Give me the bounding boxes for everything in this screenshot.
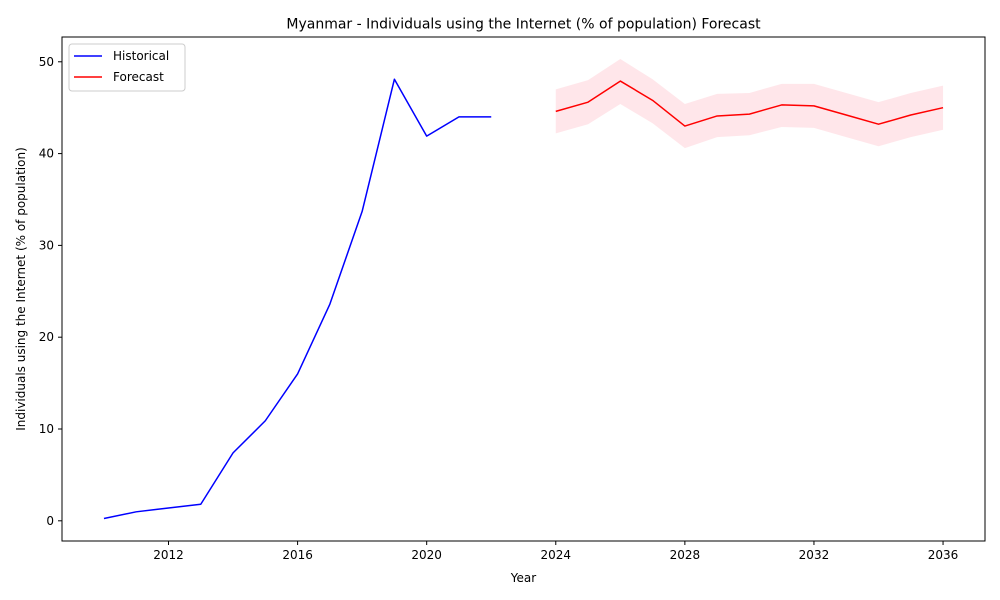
chart-title: Myanmar - Individuals using the Internet… bbox=[286, 17, 761, 33]
y-tick-label: 0 bbox=[46, 514, 54, 528]
x-axis-label: Year bbox=[510, 571, 536, 585]
y-tick-label: 20 bbox=[39, 330, 54, 344]
y-axis-label: Individuals using the Internet (% of pop… bbox=[14, 147, 28, 431]
y-tick-label: 40 bbox=[39, 147, 54, 161]
y-tick-label: 50 bbox=[39, 55, 54, 69]
x-tick-label: 2032 bbox=[799, 548, 830, 562]
series-line-historical bbox=[103, 78, 492, 520]
legend: Historical Forecast bbox=[68, 43, 186, 92]
plot-frame bbox=[61, 36, 986, 542]
legend-label-historical: Historical bbox=[113, 49, 169, 63]
x-tick-label: 2036 bbox=[928, 548, 959, 562]
legend-label-forecast: Forecast bbox=[113, 70, 164, 84]
x-tick-label: 2016 bbox=[282, 548, 313, 562]
y-tick-label: 10 bbox=[39, 422, 54, 436]
series-line-forecast bbox=[555, 80, 944, 127]
x-tick-label: 2020 bbox=[411, 548, 442, 562]
x-tick-label: 2012 bbox=[153, 548, 184, 562]
confidence-band bbox=[555, 59, 944, 149]
x-tick-label: 2028 bbox=[670, 548, 701, 562]
x-tick-label: 2024 bbox=[540, 548, 571, 562]
y-tick-label: 30 bbox=[39, 238, 54, 252]
